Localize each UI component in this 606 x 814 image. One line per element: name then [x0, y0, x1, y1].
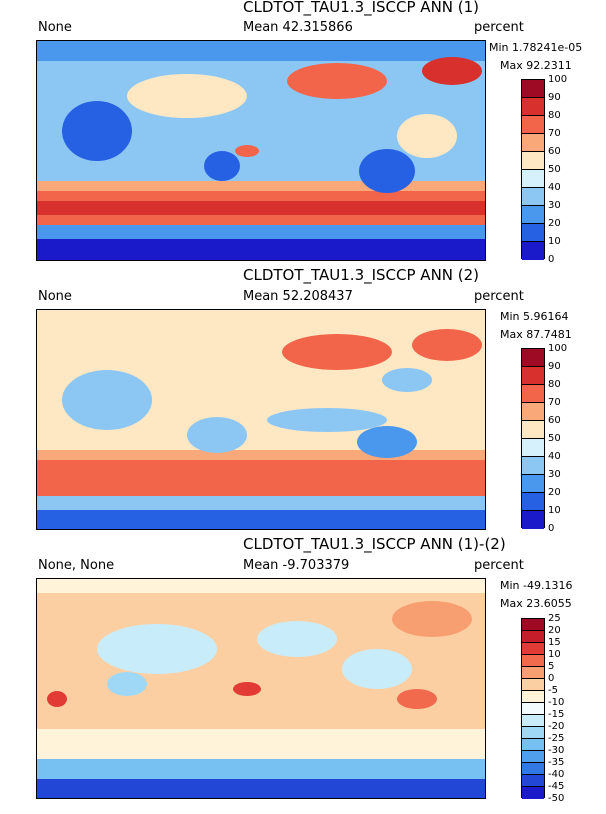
panel1-tick-6: 40	[548, 182, 561, 193]
panel2-tick-7: 30	[548, 469, 561, 480]
panel3-tick-0: 25	[548, 613, 561, 624]
panel1-tick-1: 90	[548, 92, 561, 103]
panel2-tick-4: 60	[548, 415, 561, 426]
panel1-map	[36, 40, 486, 261]
panel3-tick-12: -35	[548, 757, 565, 768]
panel3-left-label: None, None	[38, 558, 115, 573]
panel3-tick-9: -20	[548, 721, 565, 732]
panel2-tick-10: 0	[548, 523, 555, 534]
panel2-colorbar	[521, 348, 545, 529]
panel2-left-label: None	[38, 289, 72, 304]
panel3-title: CLDTOT_TAU1.3_ISCCP ANN (1)-(2)	[243, 535, 506, 553]
panel3-tick-3: 10	[548, 649, 561, 660]
panel2-tick-9: 10	[548, 505, 561, 516]
panel1-tick-7: 30	[548, 200, 561, 211]
panel3-tick-8: -15	[548, 709, 565, 720]
panel1-tick-9: 10	[548, 236, 561, 247]
panel2-tick-8: 20	[548, 487, 561, 498]
panel2-min: Min 5.96164	[500, 310, 569, 323]
panel1-colorbar	[521, 79, 545, 260]
panel2-map	[36, 309, 486, 530]
panel2-max: Max 87.7481	[500, 328, 572, 341]
panel1-tick-2: 80	[548, 110, 561, 121]
panel2-units: percent	[474, 289, 524, 304]
panel3-tick-15: -50	[548, 793, 565, 804]
panel2-tick-3: 70	[548, 397, 561, 408]
panel3-map	[36, 578, 486, 799]
panel3-tick-14: -45	[548, 781, 565, 792]
panel1-tick-3: 70	[548, 128, 561, 139]
panel2-tick-5: 50	[548, 433, 561, 444]
panel3-colorbar	[521, 618, 545, 799]
panel2-tick-1: 90	[548, 361, 561, 372]
panel2-tick-0: 100	[548, 343, 568, 354]
panel3-tick-13: -40	[548, 769, 565, 780]
panel3-tick-4: 5	[548, 661, 555, 672]
panel1-units: percent	[474, 20, 524, 35]
panel3-tick-2: 15	[548, 637, 561, 648]
panel3-tick-5: 0	[548, 673, 555, 684]
panel3-max: Max 23.6055	[500, 597, 572, 610]
panel3-min: Min -49.1316	[500, 579, 573, 592]
panel1-tick-5: 50	[548, 164, 561, 175]
panel1-title: CLDTOT_TAU1.3_ISCCP ANN (1)	[243, 0, 480, 16]
panel2-title: CLDTOT_TAU1.3_ISCCP ANN (2)	[243, 266, 480, 284]
panel2-tick-6: 40	[548, 451, 561, 462]
panel3-tick-6: -5	[548, 685, 558, 696]
panel3-tick-11: -30	[548, 745, 565, 756]
panel1-tick-0: 100	[548, 74, 568, 85]
panel3-tick-10: -25	[548, 733, 565, 744]
panel1-tick-4: 60	[548, 146, 561, 157]
panel3-tick-7: -10	[548, 697, 565, 708]
panel3-units: percent	[474, 558, 524, 573]
panel1-tick-8: 20	[548, 218, 561, 229]
panel1-max: Max 92.2311	[500, 59, 572, 72]
panel2-tick-2: 80	[548, 379, 561, 390]
panel1-left-label: None	[38, 20, 72, 35]
panel2-mean: Mean 52.208437	[243, 289, 353, 304]
panel1-min: Min 1.78241e-05	[489, 41, 583, 54]
panel1-tick-10: 0	[548, 254, 555, 265]
panel1-mean: Mean 42.315866	[243, 20, 353, 35]
panel3-tick-1: 20	[548, 625, 561, 636]
panel3-mean: Mean -9.703379	[243, 558, 350, 573]
